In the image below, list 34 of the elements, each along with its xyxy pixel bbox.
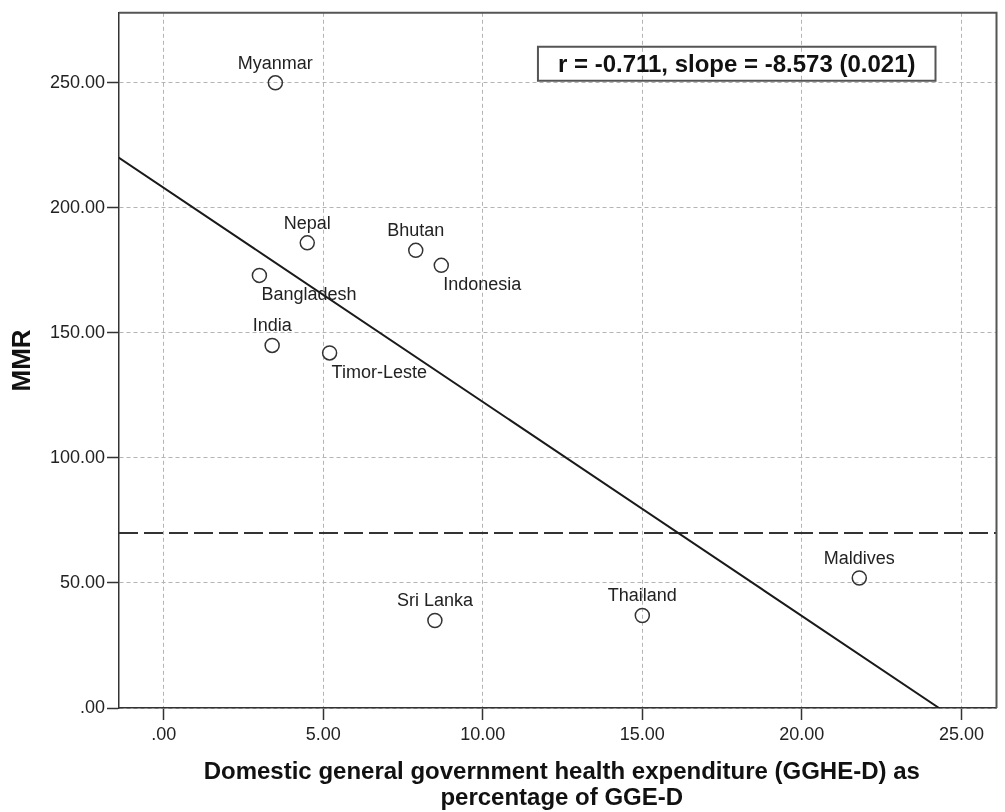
x-tick-label: .00 — [151, 723, 177, 744]
annotation: Myanmar — [237, 52, 313, 73]
annotation: Sri Lanka — [396, 590, 474, 611]
x-tick-label: 25.00 — [938, 723, 984, 744]
y-tick-label: .00 — [79, 696, 105, 717]
point — [634, 607, 651, 624]
x-tick-label: 5.00 — [305, 723, 341, 744]
y-tick-label: 250.00 — [49, 71, 105, 92]
y-tick-label: 100.00 — [49, 446, 105, 467]
point — [299, 235, 316, 251]
point — [433, 257, 450, 274]
x-tick-label: 20.00 — [779, 723, 825, 744]
point — [851, 570, 868, 586]
x-tick-label: 10.00 — [460, 723, 506, 744]
point — [427, 612, 443, 629]
annotation: India — [252, 315, 293, 336]
annotation: r = -0.711, slope = -8.573 (0.021) — [557, 50, 916, 78]
y-tick-label: 150.00 — [49, 321, 105, 342]
annotation: Timor-Leste — [331, 361, 427, 382]
point — [264, 337, 280, 354]
y-tick-label: 50.00 — [59, 571, 105, 592]
point — [251, 267, 268, 284]
x-tick-label: 15.00 — [619, 723, 665, 744]
point — [267, 75, 284, 91]
y-axis-title: MMR — [6, 329, 37, 392]
point — [408, 242, 424, 259]
x-axis-title: Domestic general government health expenditure (GGHE-D) as percentage of GGE-D — [203, 756, 920, 811]
point — [321, 345, 338, 361]
annotation: Maldives — [823, 547, 895, 568]
annotation: Nepal — [283, 212, 331, 233]
annotation: Bhutan — [387, 220, 445, 241]
annotation: Indonesia — [443, 274, 523, 295]
y-tick-label: 200.00 — [49, 196, 105, 217]
annotation: Thailand — [607, 585, 677, 606]
